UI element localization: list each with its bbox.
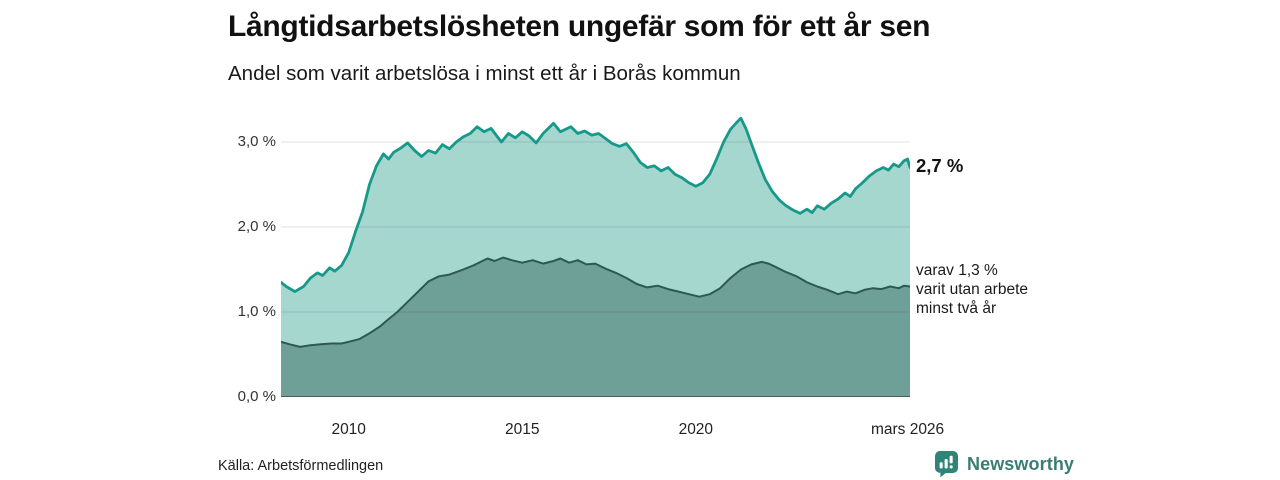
area-chart-svg [281, 116, 910, 397]
page-title: Långtidsarbetslösheten ungefär som för e… [228, 10, 931, 43]
chart-subtitle: Andel som varit arbetslösa i minst ett å… [228, 62, 741, 85]
sub-series-annotation-line1: varav 1,3 % [916, 262, 998, 279]
source-credit: Källa: Arbetsförmedlingen [218, 458, 384, 474]
x-tick-2020: 2020 [678, 421, 714, 438]
latest-value-label: 2,7 % [916, 155, 964, 176]
plot-area [281, 112, 910, 397]
y-tick-2: 2,0 % [237, 218, 276, 235]
y-tick-0: 0,0 % [237, 388, 276, 405]
x-tick-2015: 2015 [505, 421, 540, 438]
y-tick-3: 3,0 % [237, 133, 276, 150]
sub-series-annotation-line2: varit utan arbete [916, 281, 1029, 298]
sub-series-annotation: varav 1,3 % varit utan arbete minst två … [916, 261, 1028, 318]
newsworthy-logo-icon [934, 450, 959, 478]
newsworthy-brand-name: Newsworthy [967, 453, 1075, 474]
x-tick-mars-2026: mars 2026 [870, 421, 945, 438]
sub-series-annotation-line3: minst två år [916, 300, 997, 317]
newsworthy-brand-link[interactable]: Newsworthy [934, 450, 1074, 478]
y-tick-1: 1,0 % [237, 303, 276, 320]
x-tick-2010: 2010 [331, 421, 366, 438]
